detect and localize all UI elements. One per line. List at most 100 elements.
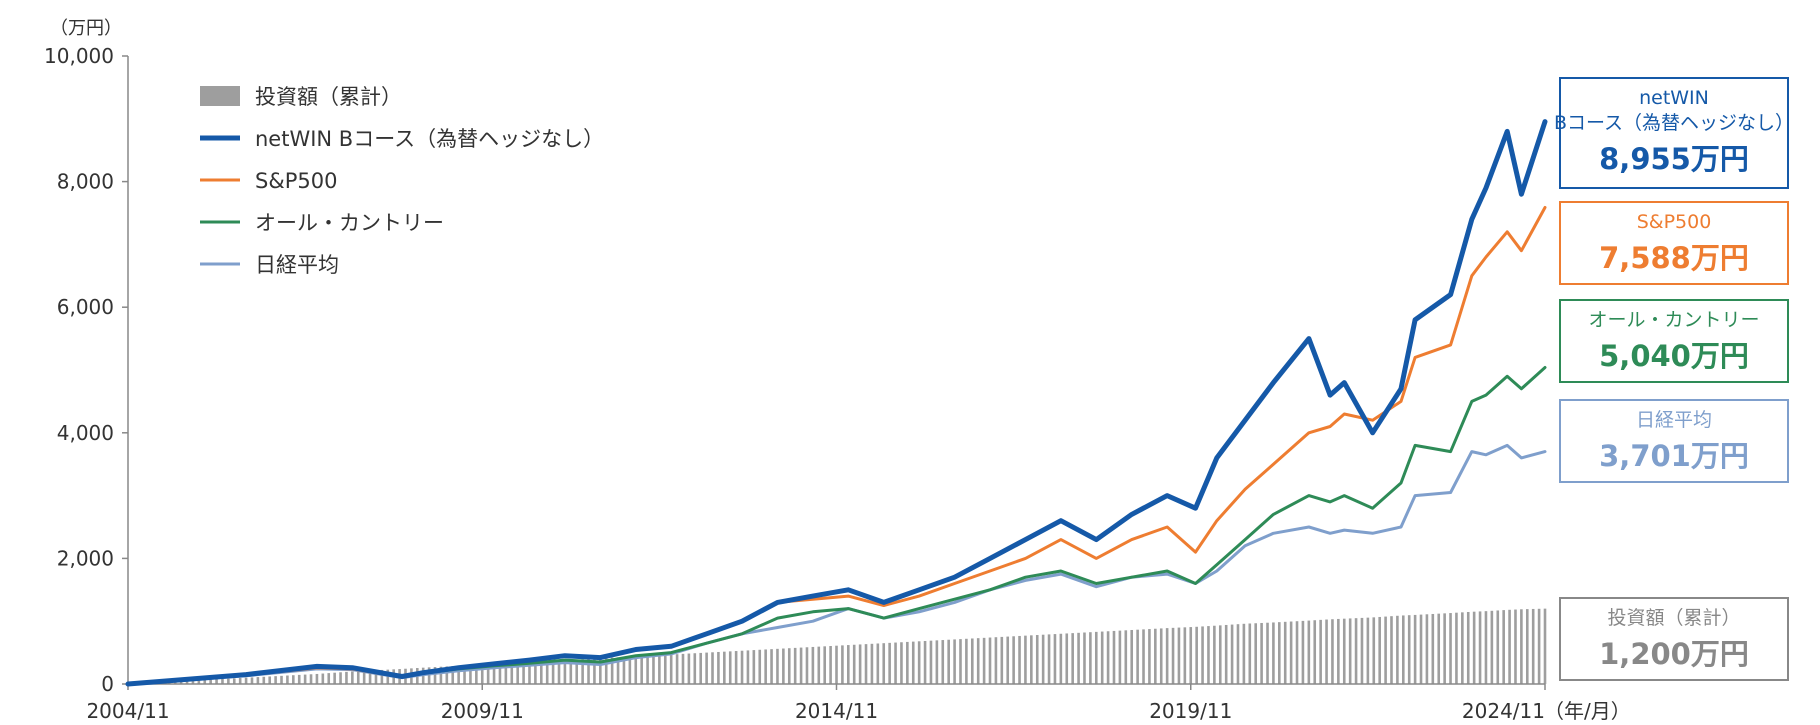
- investment-bar: [658, 655, 661, 684]
- y-tick-label: 2,000: [57, 546, 114, 570]
- investment-bar: [1248, 623, 1252, 684]
- legend-label: netWIN Bコース（為替ヘッジなし）: [255, 127, 604, 151]
- x-tick-label: 2009/11: [441, 699, 524, 723]
- investment-bar: [215, 679, 218, 684]
- investment-bar: [297, 674, 301, 684]
- investment-bar: [776, 648, 779, 684]
- investment-bar: [250, 677, 254, 684]
- investment-bar: [652, 655, 655, 684]
- investment-bar: [563, 660, 567, 684]
- investment-bar: [965, 638, 968, 684]
- investment-bar: [947, 639, 950, 684]
- investment-bar: [463, 665, 466, 684]
- legend-label: 投資額（累計）: [255, 85, 402, 109]
- y-axis-ticks: 0 2,000 4,000 6,000 8,000 10,000: [44, 44, 128, 696]
- investment-bar: [693, 653, 697, 684]
- investment-bar: [1472, 611, 1476, 684]
- investment-bar: [345, 671, 348, 684]
- investment-bar: [640, 656, 643, 684]
- investment-bar: [1425, 614, 1429, 684]
- investment-bar: [1514, 609, 1517, 684]
- investment-bar: [1443, 613, 1446, 684]
- investment-bar: [191, 680, 195, 684]
- investment-bar: [227, 678, 230, 684]
- investment-bar: [782, 648, 785, 684]
- investment-bar: [1130, 629, 1134, 684]
- investment-bar: [1224, 624, 1228, 684]
- end-value-box: [1559, 597, 1789, 681]
- y-tick-label: 8,000: [57, 170, 114, 194]
- investment-bar: [1112, 630, 1116, 684]
- investment-bar: [510, 662, 514, 684]
- investment-bar: [805, 647, 809, 684]
- investment-bar: [1242, 623, 1246, 684]
- investment-bar: [976, 638, 980, 684]
- y-tick-label: 6,000: [57, 295, 114, 319]
- investment-bar: [717, 651, 720, 684]
- investment-bar: [480, 664, 484, 684]
- investment-bar: [900, 642, 903, 684]
- investment-bar: [1402, 615, 1405, 684]
- end-value-box: [1559, 201, 1789, 285]
- investment-bar: [817, 646, 821, 684]
- investment-bar: [1213, 625, 1216, 684]
- investment-bar: [1118, 630, 1122, 684]
- investment-bar: [770, 649, 773, 684]
- investment-bar: [1272, 622, 1275, 684]
- investment-bar: [799, 647, 803, 684]
- end-value-box-value: 5,040万円: [1599, 339, 1749, 373]
- investment-bar: [970, 638, 974, 684]
- investment-bar: [929, 640, 933, 684]
- investment-bar: [1413, 614, 1417, 684]
- investment-bar: [941, 640, 945, 684]
- investment-bar: [1154, 628, 1157, 684]
- investment-bar: [1502, 610, 1505, 684]
- investment-bar: [663, 654, 667, 684]
- investment-bar: [787, 648, 791, 684]
- investment-bar: [1319, 619, 1322, 684]
- investment-bar: [1183, 627, 1187, 684]
- investment-bar: [274, 676, 277, 684]
- investment-bar: [728, 651, 732, 684]
- investment-bar: [699, 652, 703, 684]
- investment-bar: [475, 664, 478, 684]
- investment-bar: [1230, 624, 1234, 684]
- investment-bar: [1159, 628, 1163, 684]
- investment-bar: [1384, 616, 1387, 684]
- investment-bar: [1278, 622, 1281, 684]
- investment-bar: [1490, 610, 1494, 684]
- investment-bar: [705, 652, 708, 684]
- investment-bar: [835, 645, 838, 684]
- investment-bar: [368, 670, 372, 684]
- investment-bar: [876, 643, 880, 684]
- series-line: [125, 119, 1548, 687]
- investment-bar: [1083, 632, 1086, 684]
- investment-bar: [1024, 635, 1027, 684]
- investment-bar: [622, 656, 626, 684]
- investment-bar: [262, 676, 266, 684]
- investment-bar: [238, 678, 242, 684]
- end-value-box-name: Bコース（為替ヘッジなし）: [1554, 112, 1794, 134]
- end-value-box-value: 8,955万円: [1599, 142, 1749, 176]
- investment-bar: [545, 661, 549, 684]
- investment-bar: [1372, 617, 1376, 684]
- investment-bar: [309, 674, 313, 684]
- investment-bar: [439, 666, 443, 684]
- legend-label: S&P500: [255, 169, 337, 193]
- investment-bar: [793, 647, 797, 684]
- series-lines: [125, 119, 1548, 687]
- investment-bar: [575, 659, 579, 684]
- investment-bar: [752, 650, 756, 684]
- end-value-boxes: netWIN Bコース（為替ヘッジなし） 8,955万円 S&P500 7,588万円オ…: [1554, 77, 1794, 681]
- investment-bar: [687, 653, 691, 684]
- investment-bar: [1449, 613, 1452, 684]
- investment-bar: [286, 675, 289, 684]
- x-tick-label: 2024/11: [1462, 699, 1545, 723]
- investment-bar: [445, 666, 449, 684]
- end-value-box-name: S&P500: [1637, 211, 1712, 233]
- investment-bar: [1018, 635, 1021, 684]
- investment-bar: [534, 661, 537, 684]
- investment-bar: [1301, 620, 1305, 684]
- x-tick-label: 2004/11: [86, 699, 169, 723]
